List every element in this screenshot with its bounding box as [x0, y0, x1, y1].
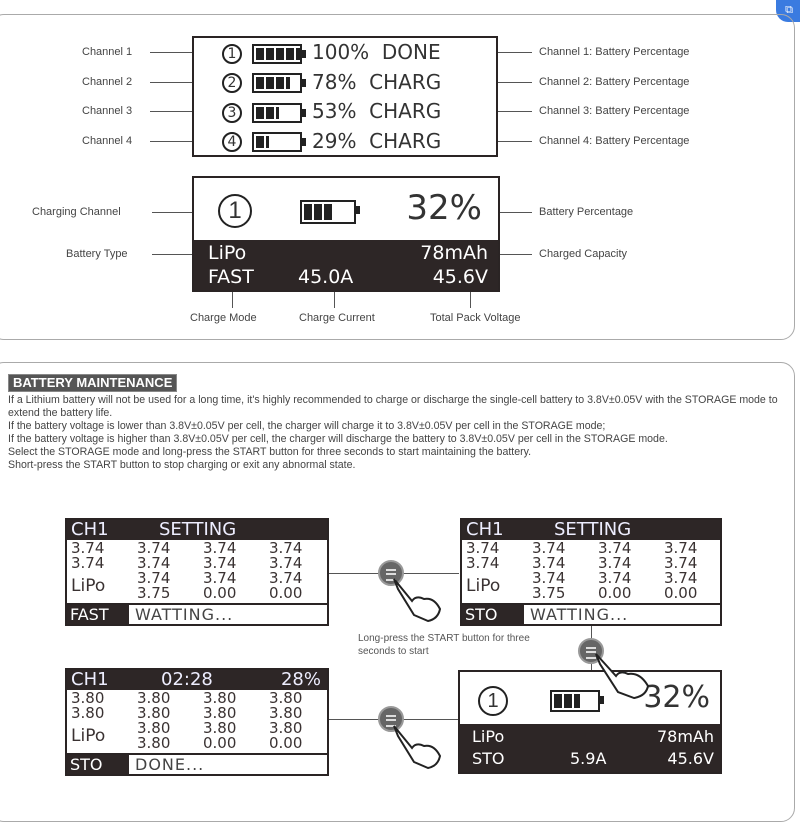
cell-voltage: 3.80 [137, 689, 171, 707]
lcd-storage-charging: 1 32% LiPo 78mAh STO 5.9A 45.6V [458, 670, 722, 774]
lcd-setting-storage: CH1 SETTING 3.74 3.74 3.74 3.74 3.74 3.74 3.74 3… [460, 518, 722, 626]
channel-number: 1 [222, 43, 242, 64]
channel-row: 3 53% CHARG [222, 99, 441, 123]
channel-label: Channel 4 [82, 134, 133, 147]
label-charge-current: Charge Current [299, 312, 375, 324]
cell-voltage: 3.74 [71, 554, 105, 572]
cell-voltage: 3.75 [137, 584, 171, 602]
cell-voltage: 3.80 [269, 719, 303, 737]
section-title: BATTERY MAINTENANCE [8, 374, 178, 392]
display-diagram-panel [0, 14, 795, 340]
cell-voltage: 0.00 [664, 584, 698, 602]
hand-press-icon-3 [393, 725, 442, 770]
channel-number: 1 [218, 194, 252, 228]
cell-voltage: 3.80 [203, 689, 237, 707]
label-charged-capacity: Charged Capacity [539, 248, 628, 260]
multi-channel-display [192, 36, 498, 157]
label-battery-percentage: Battery Percentage [539, 206, 634, 218]
channel-label: Channel 3 [82, 105, 133, 117]
cell-voltage: 3.74 [71, 539, 105, 557]
cell-voltage: 0.00 [203, 584, 237, 602]
cell-voltage: 3.75 [532, 584, 566, 602]
cell-voltage: 3.74 [664, 554, 698, 572]
pack-voltage: 45.6V [432, 266, 488, 288]
cell-voltage: 3.80 [269, 704, 303, 722]
cell-voltage: 3.74 [598, 539, 632, 557]
cell-voltage: 3.74 [664, 569, 698, 587]
battery-icon [252, 43, 306, 64]
cell-voltage: 3.74 [466, 539, 500, 557]
cell-voltage: 3.74 [664, 539, 698, 557]
hand-press-icon-2 [595, 653, 650, 700]
cell-voltage: 3.74 [137, 539, 171, 557]
single-channel-display: 1 32% LiPo 78mAh FAST 45.0A 45.6V [192, 176, 500, 292]
channel-percentage-label: Channel 1: Battery Percentage [539, 46, 690, 58]
charged-capacity: 78mAh [420, 242, 488, 264]
cell-voltage: 3.80 [71, 689, 105, 707]
cell-voltage: 0.00 [269, 584, 303, 602]
cell-voltage: 3.74 [532, 569, 566, 587]
start-button-icon [378, 560, 404, 586]
cell-voltage: 3.80 [137, 719, 171, 737]
charge-current: 45.0A [298, 266, 354, 288]
cell-voltage: 3.74 [532, 539, 566, 557]
cell-voltage: 3.80 [137, 704, 171, 722]
label-charge-mode: Charge Mode [190, 312, 257, 324]
start-button-icon-3 [378, 706, 404, 732]
long-press-caption: Long-press the START button for three se… [358, 633, 530, 657]
cell-voltage: 3.74 [203, 554, 237, 572]
cell-voltage: 0.00 [598, 584, 632, 602]
cell-voltage: 0.00 [269, 734, 303, 752]
channel-percentage-label: Channel 4: Battery Percentage [539, 134, 690, 147]
cell-voltage: 3.80 [71, 704, 105, 722]
cell-voltage: 3.80 [203, 704, 237, 722]
cell-voltage: 3.74 [203, 569, 237, 587]
cell-voltage: 3.74 [466, 554, 500, 572]
channel-row: 4 29% CHARG [222, 129, 441, 153]
battery-icon [252, 102, 306, 123]
channel-label: Channel 2 [82, 75, 133, 88]
label-pack-voltage: Total Pack Voltage [430, 312, 521, 324]
cell-voltage: 3.80 [269, 689, 303, 707]
cell-voltage: 3.74 [598, 569, 632, 587]
cell-voltage: 3.74 [269, 539, 303, 557]
battery-type: LiPo [208, 242, 247, 264]
channel-row: 1 100% DONE [222, 40, 441, 64]
label-battery-type: Battery Type [66, 248, 128, 260]
channel-number: 3 [222, 102, 242, 123]
charge-mode: FAST [208, 266, 254, 288]
cell-voltage: 3.80 [137, 734, 171, 752]
cell-voltage: 3.74 [269, 554, 303, 572]
battery-icon [550, 690, 604, 712]
battery-icon [300, 200, 360, 224]
lcd-setting-fast: CH1 SETTING 3.74 3.74 3.74 3.74 3.74 3.74 3.74 3… [65, 518, 329, 626]
lcd-storage-done: CH1 02:28 28% 3.80 3.80 3.80 3.80 3.80 3.80 3.80… [65, 668, 329, 776]
cell-voltage: LiPo [466, 576, 501, 596]
cell-voltage: 3.74 [203, 539, 237, 557]
battery-icon [252, 132, 306, 152]
channel-percentage-label: Channel 2: Battery Percentage [539, 75, 690, 88]
cell-voltage: 3.74 [532, 554, 566, 572]
cell-voltage: 3.74 [269, 569, 303, 587]
cell-voltage: 0.00 [203, 734, 237, 752]
channel-label: Channel 1 [82, 46, 133, 58]
cell-voltage: LiPo [71, 576, 106, 596]
channel-row: 2 78% CHARG [222, 70, 441, 94]
cell-voltage: 3.74 [137, 554, 171, 572]
channel-percentage-label: Channel 3: Battery Percentage [539, 105, 690, 117]
battery-percentage: 32% [406, 188, 482, 228]
hand-press-icon [393, 578, 442, 623]
channel-number: 2 [222, 73, 242, 93]
channel-number: 4 [222, 132, 242, 152]
battery-icon [252, 73, 306, 93]
cell-voltage: LiPo [71, 726, 106, 746]
maintenance-text: If a Lithium battery will not be used fo… [8, 394, 778, 471]
cell-voltage: 3.74 [137, 569, 171, 587]
cell-voltage: 3.74 [598, 554, 632, 572]
cell-voltage: 3.80 [203, 719, 237, 737]
label-charging-channel: Charging Channel [32, 206, 121, 218]
